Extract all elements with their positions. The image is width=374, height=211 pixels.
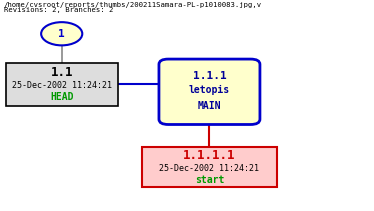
Text: 1.1.1.1: 1.1.1.1 [183,149,236,162]
Text: /home/cvsroot/reports/thumbs/200211Samara-PL-p1010083.jpg,v: /home/cvsroot/reports/thumbs/200211Samar… [4,2,262,8]
Text: 25-Dec-2002 11:24:21: 25-Dec-2002 11:24:21 [12,81,112,90]
FancyBboxPatch shape [142,147,277,187]
Text: Revisions: 2, Branches: 2: Revisions: 2, Branches: 2 [4,7,113,13]
Text: HEAD: HEAD [50,92,73,102]
Circle shape [41,22,82,45]
Text: 25-Dec-2002 11:24:21: 25-Dec-2002 11:24:21 [159,164,260,173]
Text: 1: 1 [58,29,65,39]
FancyBboxPatch shape [159,59,260,124]
Text: 1.1.1: 1.1.1 [193,71,226,81]
Text: letopis: letopis [189,85,230,95]
Text: start: start [195,175,224,185]
Text: 1.1: 1.1 [50,66,73,79]
FancyBboxPatch shape [6,63,118,106]
Text: MAIN: MAIN [198,100,221,111]
